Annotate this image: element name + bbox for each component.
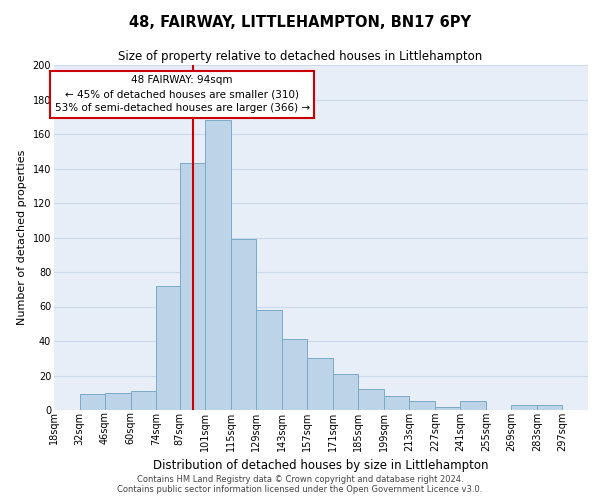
X-axis label: Distribution of detached houses by size in Littlehampton: Distribution of detached houses by size … — [153, 459, 489, 472]
Bar — [409, 402, 435, 410]
Text: Contains HM Land Registry data © Crown copyright and database right 2024.: Contains HM Land Registry data © Crown c… — [137, 475, 463, 484]
Text: 48, FAIRWAY, LITTLEHAMPTON, BN17 6PY: 48, FAIRWAY, LITTLEHAMPTON, BN17 6PY — [129, 15, 471, 30]
Bar — [231, 239, 256, 410]
Bar — [358, 390, 384, 410]
Text: 48 FAIRWAY: 94sqm
← 45% of detached houses are smaller (310)
53% of semi-detache: 48 FAIRWAY: 94sqm ← 45% of detached hous… — [55, 76, 310, 114]
Bar — [537, 405, 562, 410]
Bar — [460, 402, 486, 410]
Bar — [156, 286, 180, 410]
Bar — [131, 391, 156, 410]
Bar — [256, 310, 282, 410]
Y-axis label: Number of detached properties: Number of detached properties — [17, 150, 27, 325]
Bar — [333, 374, 358, 410]
Bar — [105, 393, 131, 410]
Bar — [282, 340, 307, 410]
Bar — [307, 358, 333, 410]
Bar — [180, 164, 205, 410]
Bar — [80, 394, 105, 410]
Bar — [435, 406, 460, 410]
Text: Size of property relative to detached houses in Littlehampton: Size of property relative to detached ho… — [118, 50, 482, 63]
Bar — [205, 120, 231, 410]
Bar — [384, 396, 409, 410]
Text: Contains public sector information licensed under the Open Government Licence v3: Contains public sector information licen… — [118, 484, 482, 494]
Bar — [511, 405, 537, 410]
